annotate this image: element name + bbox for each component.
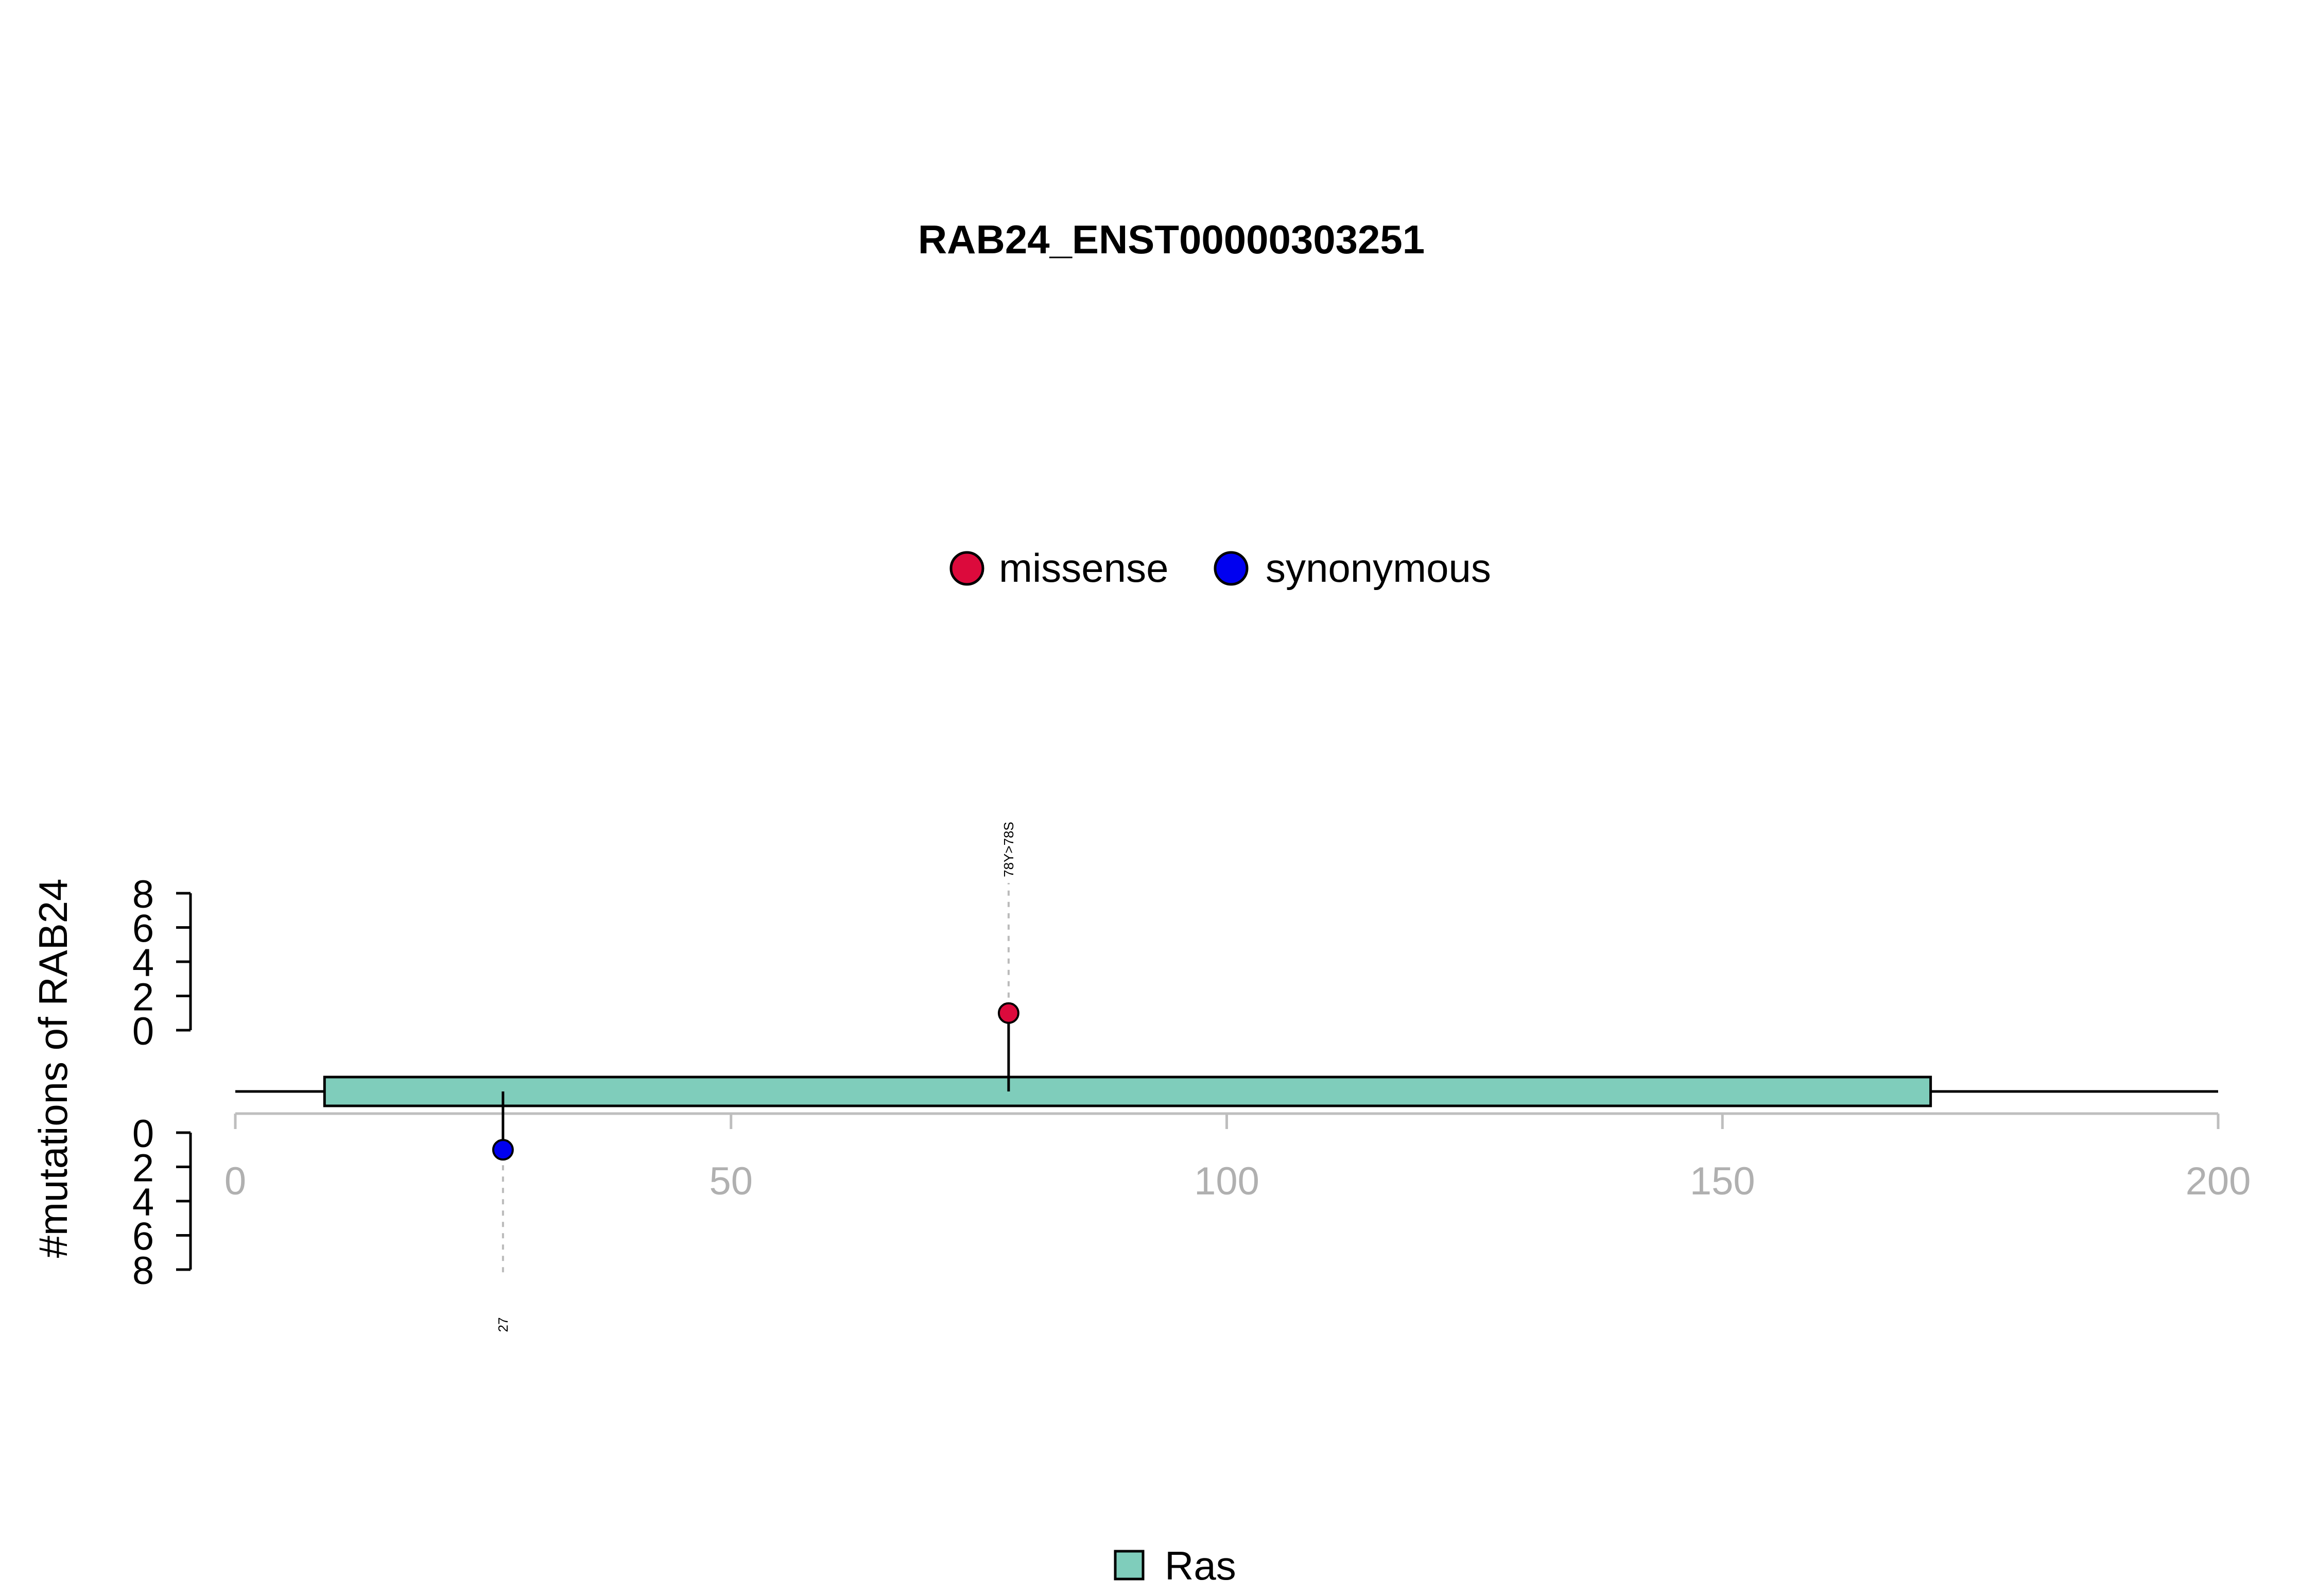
mutation-layer: 78Y>78S 27 (492, 822, 1019, 1332)
domain-ras (323, 1075, 1932, 1107)
lower-y-tick-label-0: 0 (132, 1112, 154, 1156)
legend-synonymous-label: synonymous (1266, 545, 1491, 591)
domain-layer (323, 1075, 1932, 1107)
upper-y-tick-label-4: 4 (132, 941, 154, 985)
y-axis-label: #mutations of RAB24 (30, 878, 76, 1258)
lower-y-tick-label-8: 8 (132, 1249, 154, 1293)
x-tick-label-150: 150 (1690, 1159, 1755, 1203)
legend-synonymous-marker (1214, 551, 1249, 586)
mutation-label-0: 78Y>78S (1001, 822, 1016, 877)
legend-top: missense synonymous (949, 545, 1491, 591)
x-tick-label-200: 200 (2186, 1159, 2251, 1203)
lower-y-tick-label-2: 2 (132, 1147, 154, 1190)
x-tick-label-0: 0 (224, 1159, 246, 1203)
upper-y-tick-label-8: 8 (132, 873, 154, 916)
legend-bottom: Ras (1114, 1543, 1236, 1588)
x-axis: 0 50 100 150 200 (224, 1112, 2251, 1203)
mutation-point-synonymous (492, 1139, 514, 1161)
upper-y-tick-label-2: 2 (132, 976, 154, 1019)
mutation-label-1: 27 (495, 1317, 511, 1332)
legend-ras-swatch (1114, 1550, 1145, 1581)
legend-missense-marker (949, 551, 984, 586)
mutation-point-missense (997, 1002, 1019, 1024)
lower-y-tick-label-6: 6 (132, 1215, 154, 1259)
x-tick-label-100: 100 (1194, 1159, 1259, 1203)
x-tick-label-50: 50 (709, 1159, 753, 1203)
upper-y-tick-label-0: 0 (132, 1010, 154, 1053)
legend-ras-label: Ras (1165, 1543, 1236, 1588)
upper-y-tick-label-6: 6 (132, 907, 154, 951)
legend-missense-label: missense (999, 545, 1168, 591)
lower-y-tick-label-4: 4 (132, 1181, 154, 1224)
chart-title: RAB24_ENST00000303251 (918, 217, 1425, 262)
